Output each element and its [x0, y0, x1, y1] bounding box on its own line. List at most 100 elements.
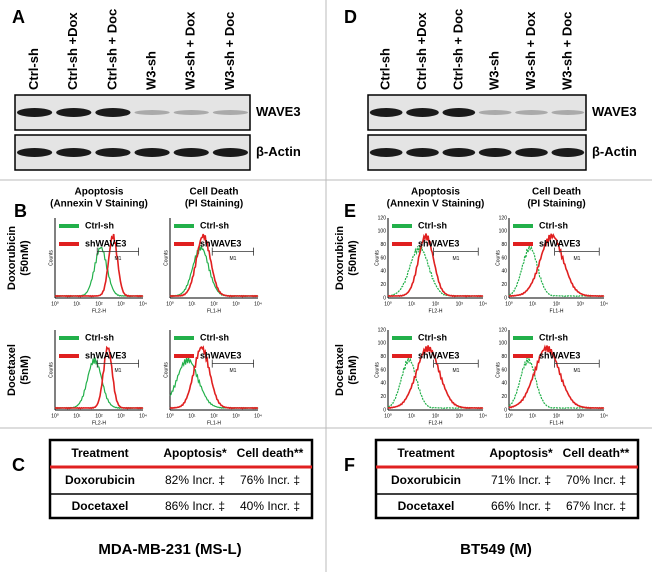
y-tick-label: 20: [380, 394, 386, 400]
table-cell: Docetaxel: [398, 499, 455, 513]
panel-letter: E: [344, 201, 356, 221]
y-tick-label: 120: [499, 327, 508, 333]
lane-label: Ctrl-sh +Dox: [414, 12, 429, 90]
row-label: (5nM): [347, 355, 359, 385]
lane-label: Ctrl-sh +Dox: [65, 12, 80, 90]
panel-letter: F: [344, 455, 355, 475]
gate-label: M1: [452, 256, 459, 262]
x-axis-label: FL2-H: [429, 308, 443, 314]
legend-label: Ctrl-sh: [200, 220, 229, 230]
x-tick-label: 10³: [117, 301, 125, 307]
panel-letter: D: [344, 7, 357, 27]
table-cell: 67% Incr. ‡: [566, 499, 626, 513]
lane-label: Ctrl-sh + Doc: [450, 9, 465, 90]
y-tick-label: 100: [499, 229, 508, 235]
band: [56, 108, 92, 117]
table-header: Cell death**: [237, 446, 304, 460]
y-tick-label: 40: [380, 381, 386, 387]
y-tick-label: 0: [383, 295, 386, 301]
band: [551, 110, 585, 115]
panel-letter: B: [14, 201, 27, 221]
table-cell: 66% Incr. ‡: [491, 499, 551, 513]
x-axis-label: FL2-H: [429, 420, 443, 426]
column-header: (Annexin V Staining): [387, 199, 485, 210]
histogram-shwave3: [54, 345, 144, 410]
x-tick-label: 10⁰: [51, 301, 59, 307]
lane-label: Ctrl-sh: [378, 48, 393, 90]
histogram-ctrl: [387, 245, 484, 298]
x-tick-label: 10⁰: [51, 413, 59, 419]
gate-label: M1: [229, 368, 236, 374]
band: [551, 148, 585, 157]
panel-letter: A: [12, 7, 25, 27]
histogram-shwave3: [387, 345, 484, 410]
column-header: (PI Staining): [527, 199, 585, 210]
y-tick-label: 60: [501, 367, 507, 373]
x-axis-label: FL1-H: [207, 308, 221, 314]
y-tick-label: 20: [501, 282, 507, 288]
band: [406, 108, 439, 117]
y-tick-label: 0: [383, 407, 386, 413]
histogram-shwave3: [508, 233, 605, 298]
band-label: β-Actin: [256, 144, 301, 159]
band: [95, 108, 131, 117]
legend-label: Ctrl-sh: [200, 332, 229, 342]
column-header: (Annexin V Staining): [50, 199, 148, 210]
lane-label: W3-sh: [144, 51, 159, 90]
gate-label: M1: [573, 368, 580, 374]
x-tick-label: 10⁴: [254, 301, 262, 307]
legend-label: Ctrl-sh: [418, 220, 447, 230]
x-tick-label: 10²: [432, 413, 440, 419]
y-tick-label: 40: [501, 269, 507, 275]
table-header: Cell death**: [563, 446, 630, 460]
band: [212, 110, 249, 115]
legend-label: shWAVE3: [418, 350, 459, 360]
column-header: Cell Death: [532, 187, 581, 198]
y-tick-label: 80: [380, 242, 386, 248]
y-tick-label: 120: [378, 327, 387, 333]
x-tick-label: 10¹: [408, 413, 416, 419]
y-axis-label: Counts: [374, 362, 380, 378]
x-tick-label: 10⁰: [166, 301, 174, 307]
x-tick-label: 10⁴: [139, 301, 147, 307]
x-tick-label: 10¹: [73, 413, 81, 419]
x-tick-label: 10³: [232, 413, 240, 419]
band: [173, 148, 209, 157]
x-tick-label: 10²: [432, 301, 440, 307]
row-label: (50nM): [347, 240, 359, 276]
blot-strip: [367, 134, 587, 171]
band: [56, 148, 92, 157]
x-tick-label: 10²: [95, 413, 103, 419]
legend-label: shWAVE3: [418, 238, 459, 248]
legend-label: Ctrl-sh: [85, 220, 114, 230]
x-tick-label: 10³: [577, 301, 585, 307]
table-cell: 70% Incr. ‡: [566, 473, 626, 487]
x-tick-label: 10⁰: [384, 413, 392, 419]
y-axis-label: Counts: [48, 250, 54, 266]
table-cell: Doxorubicin: [391, 473, 461, 487]
legend-label: Ctrl-sh: [539, 220, 568, 230]
y-tick-label: 0: [504, 295, 507, 301]
band: [478, 148, 512, 157]
lane-label: W3-sh + Dox: [183, 11, 198, 90]
x-axis-label: FL1-H: [550, 308, 564, 314]
band: [173, 110, 209, 115]
y-axis-label: Counts: [495, 250, 501, 266]
x-tick-label: 10⁰: [384, 301, 392, 307]
x-tick-label: 10²: [553, 301, 561, 307]
x-tick-label: 10¹: [188, 301, 196, 307]
column-header: Apoptosis: [75, 187, 124, 198]
x-tick-label: 10¹: [73, 301, 81, 307]
x-tick-label: 10³: [117, 413, 125, 419]
band: [406, 148, 439, 157]
legend-label: shWAVE3: [85, 238, 126, 248]
gate-label: M1: [114, 368, 121, 374]
blot-strip: [367, 94, 587, 131]
table-header: Treatment: [397, 446, 454, 460]
y-tick-label: 120: [499, 215, 508, 221]
column-header: (PI Staining): [185, 199, 243, 210]
lane-label: W3-sh + Dox: [523, 11, 538, 90]
y-tick-label: 40: [501, 381, 507, 387]
band: [478, 110, 512, 115]
table-header: Treatment: [71, 446, 128, 460]
